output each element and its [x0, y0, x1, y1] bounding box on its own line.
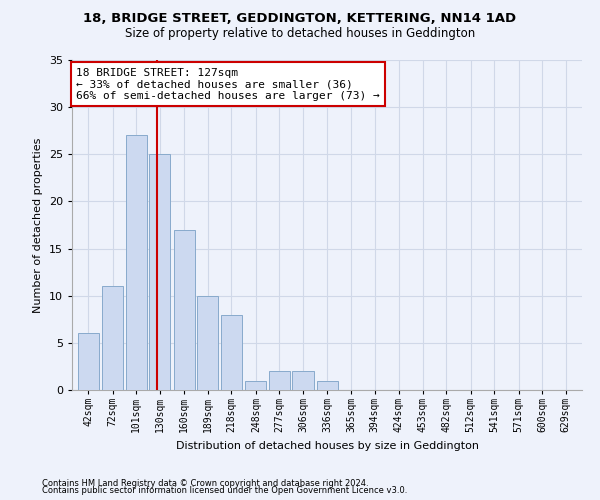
Bar [173, 230, 195, 390]
Text: Contains HM Land Registry data © Crown copyright and database right 2024.: Contains HM Land Registry data © Crown c… [42, 478, 368, 488]
Bar [269, 371, 290, 390]
Bar [77, 334, 99, 390]
Bar [317, 380, 338, 390]
Y-axis label: Number of detached properties: Number of detached properties [33, 138, 43, 312]
Text: Size of property relative to detached houses in Geddington: Size of property relative to detached ho… [125, 28, 475, 40]
Text: 18 BRIDGE STREET: 127sqm
← 33% of detached houses are smaller (36)
66% of semi-d: 18 BRIDGE STREET: 127sqm ← 33% of detach… [76, 68, 380, 100]
Bar [149, 154, 170, 390]
Bar [125, 136, 147, 390]
Bar [221, 314, 242, 390]
Bar [197, 296, 218, 390]
Bar [292, 371, 314, 390]
Text: Contains public sector information licensed under the Open Government Licence v3: Contains public sector information licen… [42, 486, 407, 495]
Bar [245, 380, 266, 390]
Bar [102, 286, 123, 390]
X-axis label: Distribution of detached houses by size in Geddington: Distribution of detached houses by size … [176, 440, 479, 450]
Text: 18, BRIDGE STREET, GEDDINGTON, KETTERING, NN14 1AD: 18, BRIDGE STREET, GEDDINGTON, KETTERING… [83, 12, 517, 26]
